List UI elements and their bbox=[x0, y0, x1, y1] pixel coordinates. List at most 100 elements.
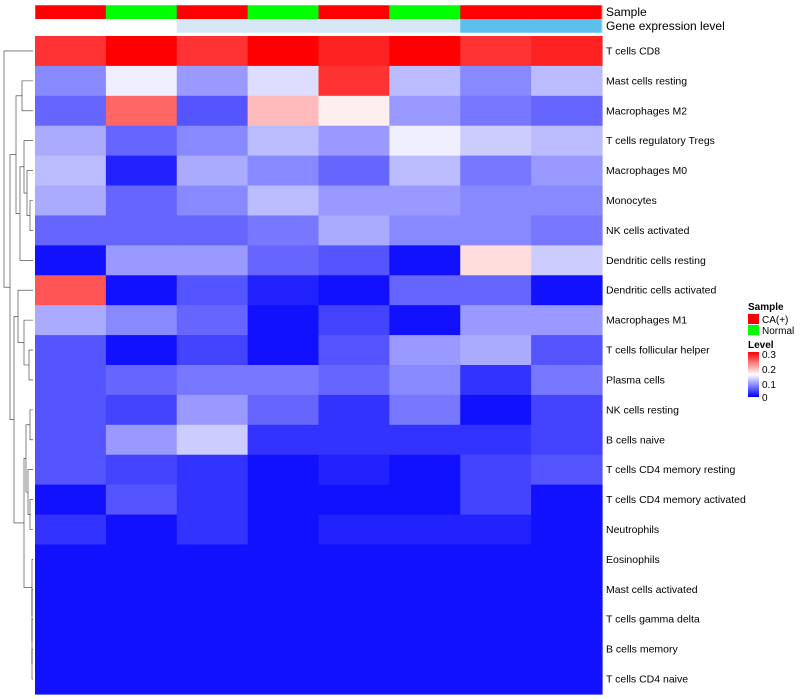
heatmap-cell bbox=[247, 604, 320, 635]
heatmap-cell bbox=[460, 275, 532, 306]
heatmap-cell bbox=[105, 664, 178, 695]
heatmap-cell bbox=[531, 215, 603, 246]
heatmap-cell bbox=[176, 245, 249, 276]
heatmap-cell bbox=[105, 215, 178, 246]
heatmap-cell bbox=[389, 155, 461, 187]
heatmap-cell bbox=[176, 215, 249, 246]
heatmap-cell bbox=[105, 36, 178, 67]
heatmap-cell bbox=[247, 36, 320, 67]
heatmap-cell bbox=[35, 664, 107, 695]
heatmap-cell bbox=[176, 185, 249, 217]
heatmap-cell bbox=[176, 95, 249, 127]
heatmap-cell bbox=[247, 574, 320, 605]
row-label: Monocytes bbox=[606, 195, 657, 207]
heatmap-cell bbox=[531, 574, 603, 605]
heatmap-cell bbox=[105, 604, 178, 635]
heatmap-cell bbox=[460, 335, 532, 366]
heatmap-cell bbox=[318, 544, 390, 575]
expression-annotation-cell bbox=[247, 19, 319, 33]
heatmap-cell bbox=[35, 484, 107, 516]
dendrogram-branch bbox=[9, 154, 16, 420]
heatmap-cell bbox=[531, 634, 603, 665]
heatmap-cell bbox=[105, 484, 178, 516]
dendrogram-branch bbox=[31, 559, 33, 616]
expression-annotation-cell bbox=[389, 19, 461, 33]
heatmap-cell bbox=[460, 424, 532, 456]
heatmap-cell bbox=[247, 544, 320, 575]
heatmap-cell bbox=[318, 664, 390, 695]
heatmap-cell bbox=[35, 394, 107, 426]
heatmap-cell bbox=[105, 245, 178, 276]
heatmap-cell bbox=[176, 664, 249, 695]
row-label: Plasma cells bbox=[606, 374, 665, 386]
heatmap-cell bbox=[247, 365, 320, 396]
heatmap-cell bbox=[389, 544, 461, 575]
heatmap-cell bbox=[389, 215, 461, 246]
heatmap-cell bbox=[176, 275, 249, 306]
heatmap-cell bbox=[176, 365, 249, 396]
row-label: Mast cells activated bbox=[606, 584, 698, 596]
annotation-label-expression: Gene expression level bbox=[606, 19, 725, 33]
heatmap-cell bbox=[105, 394, 178, 426]
heatmap-cell bbox=[460, 514, 532, 546]
heatmap-cell bbox=[389, 424, 461, 456]
dendrogram-branch bbox=[23, 140, 33, 194]
heatmap-cell bbox=[105, 634, 178, 665]
sample-annotation-cell bbox=[105, 5, 178, 19]
heatmap-cell bbox=[389, 275, 461, 306]
heatmap-cell bbox=[105, 454, 178, 486]
row-label: B cells memory bbox=[606, 644, 679, 656]
sample-annotation-cell bbox=[176, 5, 249, 19]
heatmap-cell bbox=[318, 484, 390, 516]
heatmap-cell bbox=[176, 335, 249, 366]
heatmap-cell bbox=[247, 275, 320, 306]
row-label: Macrophages M1 bbox=[606, 315, 687, 327]
heatmap-cell bbox=[389, 394, 461, 426]
heatmap-cell bbox=[460, 394, 532, 426]
heatmap-cell bbox=[389, 95, 461, 127]
heatmap-cell bbox=[318, 574, 390, 605]
heatmap-cell bbox=[460, 36, 532, 67]
legend-color-bar bbox=[748, 352, 759, 397]
heatmap-cell bbox=[318, 125, 390, 157]
heatmap-cell bbox=[460, 604, 532, 635]
heatmap-cell bbox=[247, 155, 320, 187]
heatmap-cell bbox=[105, 275, 178, 306]
heatmap-cell bbox=[531, 514, 603, 546]
heatmap-cell bbox=[318, 634, 390, 665]
heatmap-cell bbox=[389, 36, 461, 67]
heatmap-cell bbox=[35, 365, 107, 396]
sample-annotation-cell bbox=[35, 5, 107, 19]
row-label: Neutrophils bbox=[606, 524, 659, 536]
heatmap-cell bbox=[389, 484, 461, 516]
heatmap-cell bbox=[389, 65, 461, 97]
heatmap-cell bbox=[176, 305, 249, 336]
heatmap-cell bbox=[318, 604, 390, 635]
heatmap-cell bbox=[247, 335, 320, 366]
heatmap-cell bbox=[105, 305, 178, 336]
heatmap-cell bbox=[176, 544, 249, 575]
heatmap-cell bbox=[35, 305, 107, 336]
row-label: T cells follicular helper bbox=[606, 345, 710, 357]
row-dendrogram bbox=[3, 50, 33, 680]
heatmap-cell bbox=[460, 155, 532, 187]
heatmap-cell bbox=[389, 514, 461, 546]
row-label: T cells CD4 memory activated bbox=[606, 494, 746, 506]
heatmap-cell bbox=[318, 365, 390, 396]
heatmap-cell bbox=[247, 664, 320, 695]
heatmap-cell bbox=[389, 185, 461, 217]
sample-annotation-cell bbox=[389, 5, 461, 19]
heatmap-cell bbox=[35, 514, 107, 546]
dendrogram-branch bbox=[23, 319, 33, 366]
expression-annotation-cell bbox=[531, 19, 603, 33]
sample-annotation-cell bbox=[247, 5, 319, 19]
heatmap-cell bbox=[531, 604, 603, 635]
heatmap-cell bbox=[176, 604, 249, 635]
heatmap-cell bbox=[247, 125, 320, 157]
sample-annotation-cell bbox=[460, 5, 532, 19]
dendrogram-branch bbox=[28, 349, 33, 381]
dendrogram-branch bbox=[29, 200, 33, 231]
annotation-border bbox=[34, 4, 603, 34]
heatmap-cell bbox=[531, 335, 603, 366]
heatmap-cell bbox=[105, 365, 178, 396]
